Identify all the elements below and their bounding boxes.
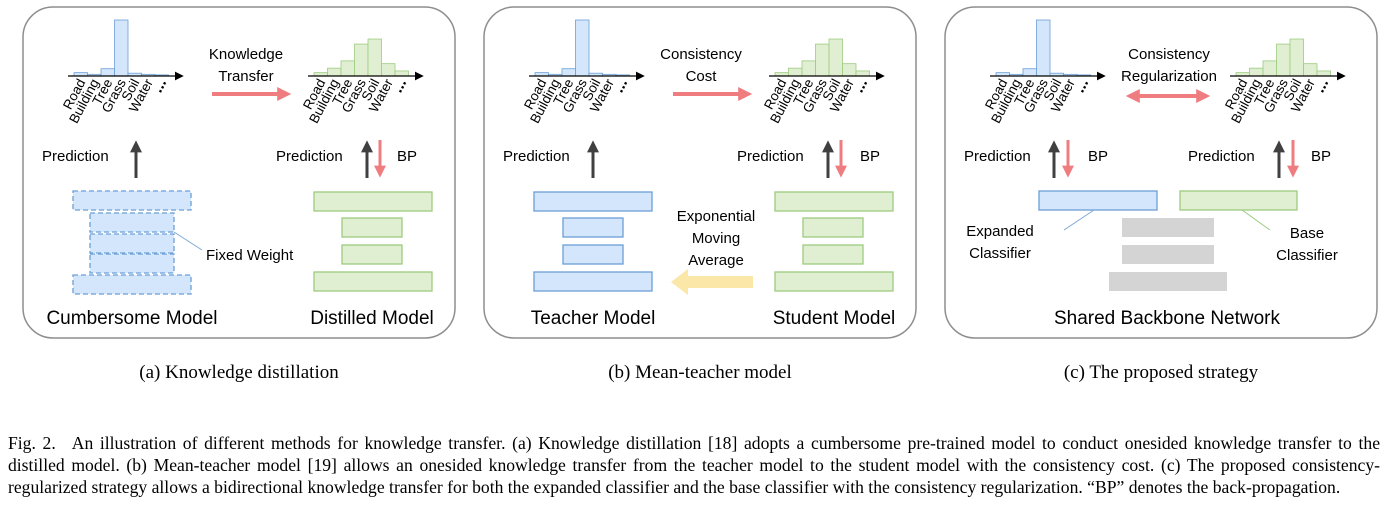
- prediction-label-right: Prediction: [1188, 148, 1255, 165]
- expanded-classifier-leader: [1063, 209, 1095, 231]
- student-layer: [802, 244, 864, 265]
- panel-proposed-strategy: Road Building Tree Grass Soil Water... Road Bu…: [944, 6, 1378, 339]
- frozen-layer: [89, 212, 175, 233]
- transfer-label-line2: Transfer: [218, 68, 273, 85]
- ema-label-line1: Exponential: [677, 208, 755, 225]
- histogram-bar: [114, 19, 129, 77]
- histogram-bar: [828, 38, 843, 77]
- teacher-layer: [533, 271, 653, 292]
- histogram-bar: [1249, 67, 1264, 77]
- histogram-bar: [842, 63, 857, 77]
- histogram-bar: [340, 60, 355, 77]
- transfer-label-line2: Regularization: [1121, 68, 1217, 85]
- histogram-bar: [855, 70, 870, 77]
- fixed-weight-leader: [173, 231, 203, 251]
- student-layer: [774, 191, 894, 212]
- prediction-label-left: Prediction: [503, 148, 570, 165]
- subcaption-c: (c) The proposed strategy: [1063, 362, 1259, 383]
- teacher-layer: [562, 217, 624, 238]
- expanded-classifier-label-line2: Classifier: [969, 245, 1031, 262]
- histogram-bar: [1262, 60, 1277, 77]
- shared-backbone-label: Shared Backbone Network: [1054, 308, 1281, 329]
- prediction-label-left: Prediction: [964, 148, 1031, 165]
- student-layer: [341, 217, 403, 238]
- cumbersome-model-label: Cumbersome Model: [46, 308, 217, 329]
- histogram-bar: [367, 38, 382, 77]
- figure-label: Fig. 2.: [8, 433, 56, 453]
- backbone-layer: [1122, 218, 1214, 237]
- base-classifier-label-line2: Classifier: [1276, 247, 1338, 264]
- bp-label-right: BP: [1311, 148, 1331, 165]
- prediction-label-right: Prediction: [276, 148, 343, 165]
- fixed-weight-label: Fixed Weight: [206, 247, 294, 264]
- histogram-bar: [788, 67, 803, 77]
- histogram-smooth-right: RoadBuildingTreeGrassSoilWater...: [300, 38, 424, 126]
- transfer-label-line1: Consistency: [1128, 46, 1210, 63]
- bp-label-left: BP: [1088, 148, 1108, 165]
- backbone-layer: [1122, 245, 1214, 264]
- base-classifier-label-line1: Base: [1290, 225, 1324, 242]
- backbone-layer: [1109, 272, 1227, 291]
- panel-mean-teacher: Road Building Tree Grass Soil Water... Road Bu…: [483, 6, 917, 339]
- student-model-label: Student Model: [773, 308, 896, 329]
- panel-knowledge-distillation: Road Building Tree Grass Soil Water... Road Bu…: [22, 6, 456, 339]
- teacher-layer: [533, 191, 653, 212]
- histogram-peaked-left: RoadBuildingTreeGrassSoilWater...: [521, 19, 645, 126]
- histogram-bar: [801, 60, 816, 77]
- transfer-label-line2: Cost: [686, 68, 718, 85]
- expanded-classifier-label-line1: Expanded: [966, 223, 1034, 240]
- distilled-model-label: Distilled Model: [310, 308, 434, 329]
- expanded-classifier-layer: [1038, 190, 1158, 211]
- histogram-bar: [1289, 38, 1304, 77]
- histogram-bar: [1036, 19, 1051, 77]
- frozen-layer: [72, 190, 192, 211]
- student-layer: [313, 191, 433, 212]
- histogram-bar: [1022, 68, 1037, 77]
- bp-label-right: BP: [860, 148, 880, 165]
- student-layer: [774, 271, 894, 292]
- teacher-model-label: Teacher Model: [531, 308, 656, 329]
- transfer-label-line1: Knowledge: [209, 46, 283, 63]
- histogram-bar: [1303, 63, 1318, 77]
- ema-label-line2: Moving: [692, 230, 740, 247]
- histogram-bar: [327, 67, 342, 77]
- ema-label-line3: Average: [688, 252, 744, 269]
- histogram-bar: [561, 68, 576, 77]
- subcaption-a: (a) Knowledge distillation: [139, 362, 339, 383]
- histogram-bar: [1316, 70, 1331, 77]
- histogram-bar: [815, 43, 830, 77]
- base-classifier-layer: [1179, 190, 1298, 211]
- ema-arrow: [671, 269, 753, 295]
- bp-label-right: BP: [397, 148, 417, 165]
- histogram-bar: [1276, 43, 1291, 77]
- histogram-bar: [381, 63, 396, 77]
- histogram-bar: [394, 70, 409, 77]
- histogram-smooth-right: RoadBuildingTreeGrassSoilWater...: [761, 38, 885, 126]
- figure-caption-text: An illustration of different methods for…: [8, 433, 1381, 497]
- base-classifier-leader: [1241, 209, 1271, 231]
- student-layer: [313, 271, 433, 292]
- histogram-smooth-right: RoadBuildingTreeGrassSoilWater...: [1222, 38, 1346, 126]
- frozen-layer: [89, 253, 175, 274]
- histogram-bar: [575, 19, 590, 77]
- student-layer: [341, 244, 403, 265]
- figure-caption: Fig. 2. An illustration of different meth…: [8, 432, 1380, 498]
- subcaption-b: (b) Mean-teacher model: [608, 362, 792, 383]
- transfer-label-line1: Consistency: [660, 46, 742, 63]
- prediction-label-left: Prediction: [42, 148, 109, 165]
- frozen-layer: [89, 233, 175, 254]
- histogram-bar: [100, 68, 115, 77]
- student-layer: [802, 217, 864, 238]
- histogram-bar: [354, 43, 369, 77]
- prediction-label-right: Prediction: [737, 148, 804, 165]
- frozen-layer: [72, 274, 192, 295]
- panel-frame: [944, 6, 1378, 339]
- teacher-layer: [562, 244, 624, 265]
